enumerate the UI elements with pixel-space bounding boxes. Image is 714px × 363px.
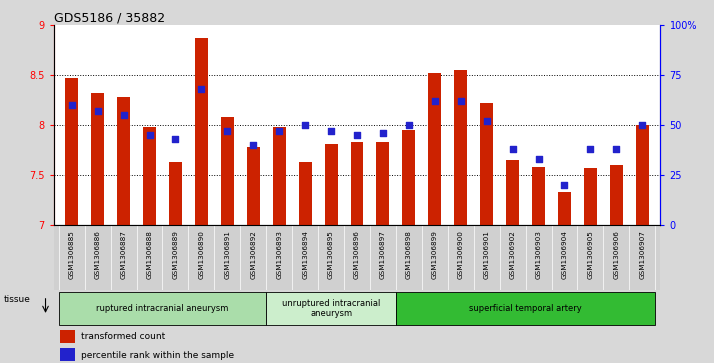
Point [481,118,493,124]
Bar [403,130,416,225]
Text: GDS5186 / 35882: GDS5186 / 35882 [54,11,165,24]
Point [507,146,518,152]
Bar [60,348,75,361]
Point [559,182,570,188]
Bar [325,144,338,225]
Point [66,102,77,108]
Bar [169,162,182,225]
Point [170,136,181,142]
Text: GSM1306907: GSM1306907 [639,230,645,279]
Bar [91,93,104,225]
Text: GSM1306898: GSM1306898 [406,230,412,279]
Text: GSM1306886: GSM1306886 [95,230,101,279]
Text: GSM1306895: GSM1306895 [328,230,334,279]
Text: GSM1306893: GSM1306893 [276,230,282,279]
Point [326,128,337,134]
Point [273,128,285,134]
Bar [396,292,655,325]
Point [221,128,233,134]
Point [299,122,311,128]
Point [637,122,648,128]
Bar [584,168,597,225]
Point [377,130,388,136]
Bar [558,192,571,225]
Bar [117,97,130,225]
Bar [273,127,286,225]
Text: GSM1306899: GSM1306899 [432,230,438,279]
Text: GSM1306896: GSM1306896 [354,230,360,279]
Bar [428,73,441,225]
Text: percentile rank within the sample: percentile rank within the sample [81,351,234,359]
Text: GSM1306897: GSM1306897 [380,230,386,279]
Text: GSM1306894: GSM1306894 [302,230,308,279]
Point [196,86,207,92]
Point [144,132,155,138]
Text: ruptured intracranial aneurysm: ruptured intracranial aneurysm [96,304,228,313]
Text: GSM1306902: GSM1306902 [510,230,516,279]
Text: GSM1306887: GSM1306887 [121,230,126,279]
Text: tissue: tissue [4,295,31,304]
Point [455,98,466,104]
Bar [247,147,260,225]
Text: transformed count: transformed count [81,333,165,341]
Bar [59,292,266,325]
Bar [266,292,396,325]
Text: superficial temporal artery: superficial temporal artery [469,304,582,313]
Bar [610,165,623,225]
Point [585,146,596,152]
Text: GSM1306900: GSM1306900 [458,230,464,279]
Point [248,142,259,148]
Point [403,122,415,128]
Text: GSM1306891: GSM1306891 [224,230,231,279]
Text: GSM1306905: GSM1306905 [588,230,593,279]
Bar [298,162,311,225]
Point [118,113,129,118]
Text: GSM1306888: GSM1306888 [146,230,153,279]
Bar [506,160,519,225]
Bar [454,70,467,225]
Point [351,132,363,138]
Point [92,108,104,114]
Point [610,146,622,152]
Text: GSM1306885: GSM1306885 [69,230,75,279]
Bar [532,167,545,225]
Bar [635,125,649,225]
Point [429,98,441,104]
Text: GSM1306901: GSM1306901 [483,230,490,279]
Bar [60,330,75,343]
Text: GSM1306903: GSM1306903 [536,230,541,279]
Bar [481,103,493,225]
Text: GSM1306890: GSM1306890 [198,230,204,279]
Bar [65,78,79,225]
Text: GSM1306892: GSM1306892 [250,230,256,279]
Bar [351,142,363,225]
Text: GSM1306889: GSM1306889 [173,230,178,279]
Bar [376,142,389,225]
Point [533,156,544,162]
Bar [143,127,156,225]
Bar [195,38,208,225]
Text: GSM1306906: GSM1306906 [613,230,619,279]
Bar [221,117,233,225]
Text: unruptured intracranial
aneurysm: unruptured intracranial aneurysm [282,299,381,318]
Text: GSM1306904: GSM1306904 [561,230,568,279]
